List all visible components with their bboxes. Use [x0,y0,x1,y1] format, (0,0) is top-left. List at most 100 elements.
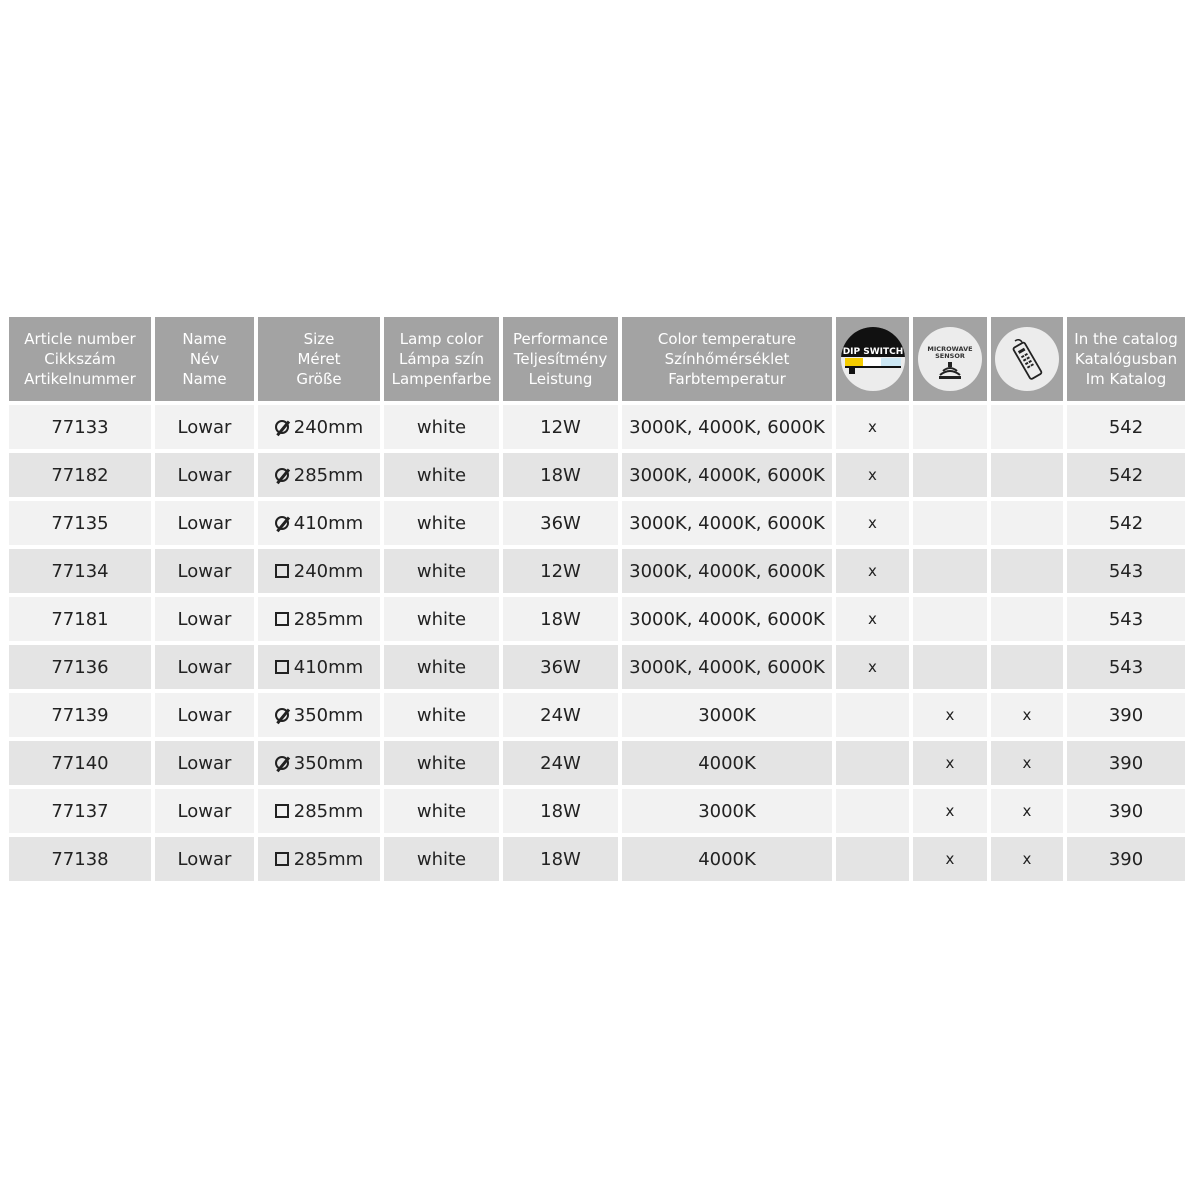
square-icon [274,660,289,674]
cell-name: Lowar [155,501,254,545]
size-value: 240mm [293,560,364,582]
cell-dip [836,837,909,881]
cell-color: white [384,837,499,881]
size-value: 350mm [293,752,364,774]
svg-text:SENSOR: SENSOR [935,352,965,360]
cell-article: 77133 [9,405,151,449]
cell-dip [836,789,909,833]
svg-text:DIP SWITCH: DIP SWITCH [842,347,903,357]
cell-power: 18W [503,597,618,641]
cell-catalog: 543 [1067,549,1185,593]
cell-remote [991,645,1063,689]
column-header: Color temperature Színhőmérséklet Farbtemp… [622,317,832,401]
diameter-icon [274,516,289,530]
cell-size: 285mm [258,597,380,641]
cell-size: 240mm [258,549,380,593]
cell-dip: x [836,405,909,449]
cell-sensor [913,501,987,545]
cell-sensor [913,453,987,497]
column-header: In the catalog Katalógusban Im Katalog [1067,317,1185,401]
header-line: Größe [296,370,342,388]
cell-temp: 3000K, 4000K, 6000K [622,549,832,593]
header-line: Artikelnummer [24,370,136,388]
square-icon [274,612,289,626]
cell-sensor [913,549,987,593]
cell-power: 24W [503,741,618,785]
cell-temp: 4000K [622,741,832,785]
microwave-sensor-icon: MICROWAVE SENSOR [918,327,982,391]
cell-remote [991,405,1063,449]
cell-article: 77138 [9,837,151,881]
remote-control-icon [995,327,1059,391]
svg-text:MICROWAVE: MICROWAVE [927,345,972,353]
cell-article: 77134 [9,549,151,593]
diameter-icon [274,420,289,434]
cell-size: 410mm [258,501,380,545]
square-icon [274,804,289,818]
cell-name: Lowar [155,789,254,833]
cell-power: 12W [503,405,618,449]
header-line: Article number [24,330,136,348]
cell-power: 18W [503,789,618,833]
cell-dip: x [836,549,909,593]
cell-power: 18W [503,837,618,881]
header-line: Leistung [528,370,593,388]
header-line: Méret [297,350,341,368]
header-line: Color temperature [657,330,797,348]
header-line: Katalógusban [1074,350,1178,368]
column-header: Lamp color Lámpa szín Lampenfarbe [384,317,499,401]
cell-size: 410mm [258,645,380,689]
cell-color: white [384,549,499,593]
cell-name: Lowar [155,741,254,785]
cell-article: 77135 [9,501,151,545]
cell-name: Lowar [155,549,254,593]
header-line: Teljesítmény [513,350,608,368]
cell-size: 285mm [258,789,380,833]
cell-article: 77181 [9,597,151,641]
product-table: Article number Cikkszám Artikelnummer Name N… [9,317,1185,881]
column-header: Performance Teljesítmény Leistung [503,317,618,401]
cell-power: 18W [503,453,618,497]
cell-remote [991,597,1063,641]
cell-sensor: x [913,693,987,737]
cell-catalog: 543 [1067,645,1185,689]
cell-catalog: 542 [1067,405,1185,449]
cell-name: Lowar [155,597,254,641]
cell-catalog: 390 [1067,837,1185,881]
cell-color: white [384,405,499,449]
cell-color: white [384,789,499,833]
size-value: 240mm [293,416,364,438]
cell-catalog: 390 [1067,741,1185,785]
cell-catalog: 542 [1067,501,1185,545]
cell-remote [991,549,1063,593]
size-value: 410mm [293,512,364,534]
header-line: Name [182,330,227,348]
cell-remote: x [991,741,1063,785]
cell-name: Lowar [155,837,254,881]
header-line: Size [303,330,335,348]
cell-remote [991,453,1063,497]
column-header: Article number Cikkszám Artikelnummer [9,317,151,401]
cell-name: Lowar [155,405,254,449]
icon-column-header: MICROWAVE SENSOR [913,317,987,401]
size-value: 285mm [293,608,364,630]
diameter-icon [274,468,289,482]
square-icon [274,564,289,578]
header-line: Cikkszám [44,350,116,368]
cell-size: 350mm [258,741,380,785]
cell-temp: 3000K, 4000K, 6000K [622,597,832,641]
cell-sensor [913,597,987,641]
cell-temp: 3000K, 4000K, 6000K [622,453,832,497]
cell-color: white [384,645,499,689]
cell-sensor [913,645,987,689]
cell-dip: x [836,501,909,545]
header-line: Performance [512,330,609,348]
cell-remote: x [991,837,1063,881]
cell-name: Lowar [155,693,254,737]
column-header: Size Méret Größe [258,317,380,401]
cell-sensor: x [913,837,987,881]
cell-article: 77136 [9,645,151,689]
icon-column-header [991,317,1063,401]
cell-name: Lowar [155,645,254,689]
cell-catalog: 390 [1067,789,1185,833]
